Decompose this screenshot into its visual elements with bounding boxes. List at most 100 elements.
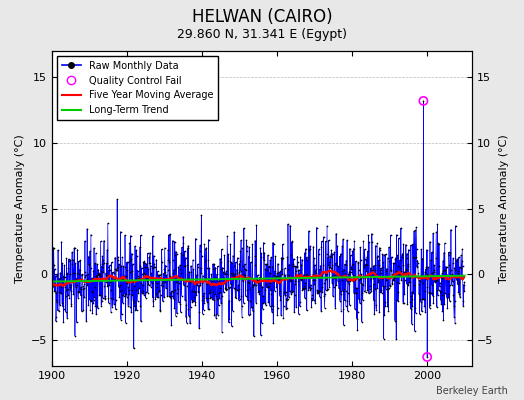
Point [360,264,368,270]
Point [283,296,292,302]
Point [419,98,428,104]
Point [279,303,288,310]
Point [412,246,421,253]
Point [440,300,449,307]
Point [297,277,305,283]
Point [385,258,394,264]
Point [308,292,316,298]
Point [116,228,125,235]
Point [333,270,341,277]
Point [361,256,369,262]
Point [189,257,197,263]
Point [48,264,57,270]
Point [223,233,232,239]
Point [457,252,465,258]
Point [57,290,66,296]
Point [121,291,129,297]
Point [417,298,425,305]
Point [268,306,276,312]
Point [129,345,138,352]
Point [366,286,374,292]
Point [416,296,424,302]
Point [411,310,420,316]
Point [241,266,249,273]
Point [143,278,151,284]
Point [315,266,324,272]
Point [320,293,329,299]
Point [310,255,318,262]
Point [226,270,235,276]
Point [187,304,195,310]
Point [89,300,97,306]
Point [302,254,311,261]
Point [139,287,147,294]
Point [180,263,189,270]
Point [112,306,120,312]
Point [436,280,444,286]
Point [153,284,161,290]
Point [456,294,464,300]
Point [397,225,405,231]
Point [365,239,373,246]
Point [131,243,139,249]
Point [114,257,122,264]
Point [185,278,194,284]
Point [163,293,171,300]
Point [366,267,375,273]
Point [132,286,140,293]
Point [238,314,246,320]
Point [126,232,135,239]
Point [302,307,311,314]
Point [223,270,231,277]
Point [94,271,103,278]
Point [109,274,117,280]
Point [96,238,105,244]
Point [280,265,289,272]
Point [82,278,91,284]
Point [85,261,93,267]
Point [104,295,113,302]
Point [451,267,460,273]
Point [341,271,350,277]
Point [124,259,132,265]
Point [457,265,465,272]
Point [334,263,343,270]
Point [228,272,236,278]
Point [314,288,322,294]
Point [341,261,349,267]
Point [265,269,274,276]
Point [412,224,420,230]
Point [330,284,338,290]
Point [115,282,124,288]
Point [444,278,452,284]
Point [57,290,65,296]
Point [392,232,401,238]
Point [330,275,338,282]
Point [305,246,314,252]
Point [71,276,80,282]
Point [303,274,312,281]
Point [216,289,225,295]
Point [243,248,251,254]
Point [56,270,64,276]
Point [291,263,300,270]
Point [393,252,401,258]
Point [271,274,280,280]
Point [378,290,386,296]
Point [253,275,261,282]
Point [452,223,460,229]
Point [77,292,85,298]
Point [68,279,77,285]
Point [89,267,97,274]
Point [51,287,59,294]
Point [402,242,410,248]
Point [54,247,62,253]
Point [421,268,429,275]
Point [117,311,126,318]
Point [254,272,262,278]
Point [246,285,254,292]
Point [432,287,441,293]
Point [215,295,224,301]
Point [441,276,450,283]
Point [395,235,403,242]
